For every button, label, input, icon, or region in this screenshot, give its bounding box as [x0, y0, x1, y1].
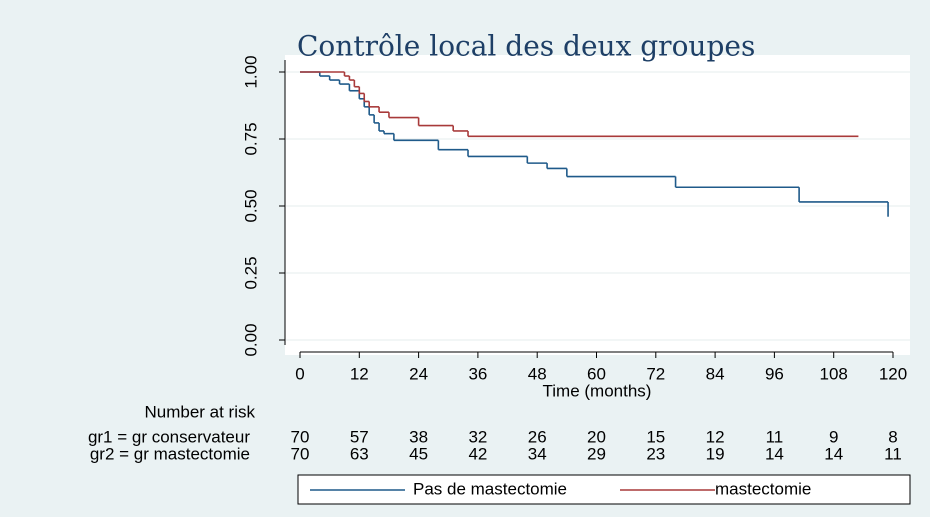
risk-value: 11 — [766, 427, 784, 446]
risk-value: 63 — [350, 444, 369, 463]
risk-value: 8 — [888, 427, 897, 446]
x-tick-label: 72 — [646, 364, 665, 383]
risk-value: 38 — [409, 427, 428, 446]
risk-value: 12 — [706, 427, 725, 446]
risk-header: Number at risk — [144, 402, 255, 421]
risk-value: 19 — [706, 444, 725, 463]
legend-label: Pas de mastectomie — [413, 479, 567, 498]
chart-title: Contrôle local des deux groupes — [297, 30, 755, 63]
y-tick-label: 0.75 — [241, 122, 260, 155]
risk-value: 23 — [646, 444, 665, 463]
x-tick-label: 96 — [765, 364, 784, 383]
risk-value: 11 — [884, 444, 902, 463]
risk-value: 42 — [468, 444, 487, 463]
risk-value: 45 — [409, 444, 428, 463]
x-tick-label: 12 — [350, 364, 369, 383]
risk-value: 14 — [765, 444, 784, 463]
risk-value: 29 — [587, 444, 606, 463]
risk-value: 70 — [291, 444, 310, 463]
risk-value: 14 — [824, 444, 843, 463]
x-tick-label: 0 — [295, 364, 304, 383]
y-tick-label: 0.25 — [241, 256, 260, 289]
x-tick-label: 120 — [879, 364, 907, 383]
x-tick-label: 48 — [528, 364, 547, 383]
y-tick-label: 1.00 — [241, 55, 260, 88]
risk-value: 9 — [829, 427, 838, 446]
risk-row-label: gr1 = gr conservateur — [88, 427, 250, 446]
risk-row-label: gr2 = gr mastectomie — [90, 444, 250, 463]
legend-label: mastectomie — [715, 479, 811, 498]
x-tick-label: 36 — [468, 364, 487, 383]
risk-value: 57 — [350, 427, 369, 446]
risk-value: 20 — [587, 427, 606, 446]
risk-value: 15 — [646, 427, 665, 446]
plot-area — [285, 55, 910, 355]
risk-value: 34 — [528, 444, 547, 463]
risk-value: 32 — [468, 427, 487, 446]
risk-value: 26 — [528, 427, 547, 446]
risk-value: 70 — [291, 427, 310, 446]
x-tick-label: 60 — [587, 364, 606, 383]
y-tick-label: 0.50 — [241, 189, 260, 222]
x-tick-label: 84 — [706, 364, 725, 383]
x-tick-label: 108 — [820, 364, 848, 383]
x-tick-label: 24 — [409, 364, 428, 383]
y-tick-label: 0.00 — [241, 323, 260, 356]
x-axis-label: Time (months) — [543, 381, 652, 400]
